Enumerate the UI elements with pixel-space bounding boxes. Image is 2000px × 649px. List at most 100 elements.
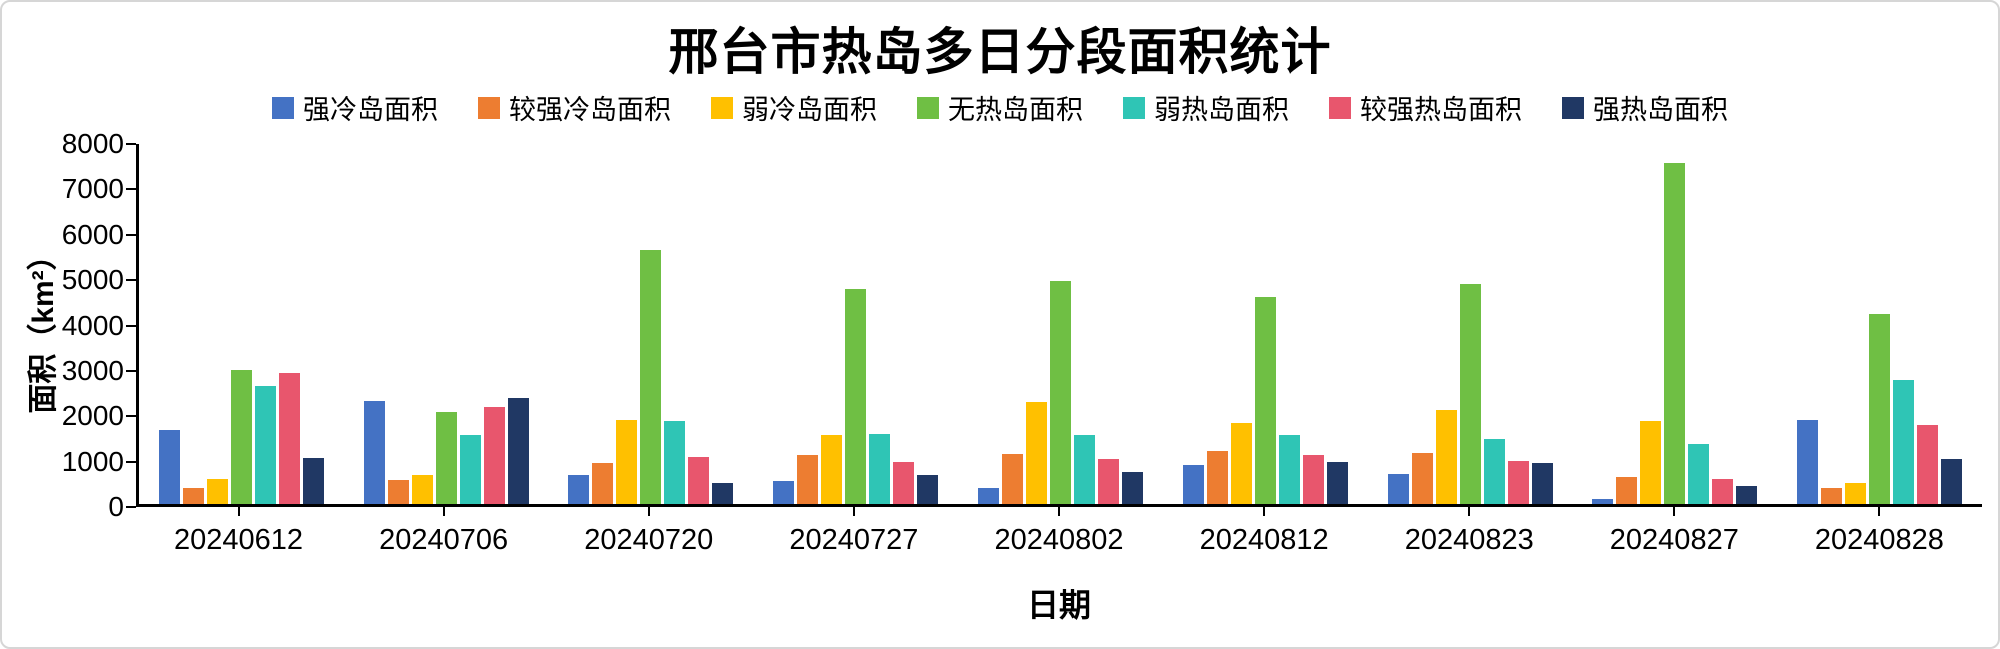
bar-group-20240812 (1163, 144, 1368, 504)
bar (302, 457, 324, 504)
legend-label: 弱冷岛面积 (742, 95, 877, 125)
bar (1230, 422, 1252, 504)
bar (158, 429, 180, 504)
x-tick-mark (442, 507, 445, 516)
bar (459, 434, 481, 504)
y-tick-mark (126, 415, 136, 418)
y-tick-label: 7000 (61, 173, 124, 205)
bar (1941, 459, 1963, 504)
bar (1122, 471, 1144, 504)
bar (1640, 420, 1662, 504)
bar (1688, 443, 1710, 504)
bar (1387, 473, 1409, 504)
x-tick-mark (1878, 507, 1881, 516)
bar (1797, 420, 1819, 504)
y-tick-label: 0 (108, 491, 124, 522)
bar (1507, 461, 1529, 504)
y-tick-label: 6000 (61, 218, 124, 250)
x-tick-label: 20240720 (584, 524, 714, 556)
bar (664, 421, 686, 504)
bar (917, 474, 939, 504)
bar (1074, 434, 1096, 504)
bar-group-20240612 (139, 144, 344, 504)
chart-title: 邢台市热岛多日分段面积统计 (668, 24, 1332, 80)
bar (387, 480, 409, 504)
bar (1736, 486, 1758, 504)
bar (797, 455, 819, 504)
y-tick-mark (126, 506, 136, 508)
bar (1592, 498, 1614, 504)
bar-group-20240720 (549, 144, 754, 504)
x-tick-label: 20240727 (789, 524, 919, 556)
bar (1821, 488, 1843, 504)
bar (1050, 281, 1072, 504)
legend-item: 强冷岛面积 (272, 88, 438, 127)
legend-item: 弱冷岛面积 (711, 88, 877, 127)
bar (1254, 297, 1276, 504)
legend-swatch (272, 96, 294, 119)
x-tick-label: 20240802 (994, 524, 1124, 556)
bar (435, 411, 457, 504)
x-tick-label: 20240812 (1199, 524, 1329, 556)
bar (1459, 283, 1481, 504)
y-axis-title: 面积（km²） (27, 240, 60, 414)
y-tick-mark (126, 279, 136, 282)
legend-item: 较强热岛面积 (1329, 88, 1522, 127)
bar (845, 288, 867, 504)
legend-item: 弱热岛面积 (1123, 88, 1289, 127)
bar (1182, 465, 1204, 504)
bar (1278, 434, 1300, 504)
legend-swatch (711, 96, 733, 119)
bar (411, 474, 433, 504)
bar (978, 487, 1000, 504)
bar (592, 462, 614, 504)
bar-group-20240802 (958, 144, 1163, 504)
bar (1893, 379, 1915, 504)
bar (1712, 479, 1734, 504)
y-tick-mark (126, 369, 136, 372)
x-tick-mark (1673, 507, 1676, 516)
bar (363, 401, 385, 504)
plot-area (136, 144, 1982, 507)
bar (1002, 454, 1024, 504)
y-tick-label: 5000 (61, 264, 124, 296)
bar (869, 434, 891, 504)
x-tick-label: 20240612 (174, 524, 304, 556)
x-axis-title: 日期 (1026, 587, 1091, 623)
y-tick-mark (126, 143, 136, 145)
bar (568, 474, 590, 504)
x-tick-mark (1058, 507, 1060, 516)
bar (712, 482, 734, 504)
bar (206, 479, 228, 504)
legend-item: 无热岛面积 (917, 88, 1083, 127)
y-tick-label: 2000 (61, 400, 124, 432)
legend-label: 强热岛面积 (1593, 95, 1728, 125)
bar (1326, 462, 1348, 504)
legend-swatch (1329, 96, 1351, 119)
bar (1531, 463, 1553, 504)
bar (1616, 477, 1638, 504)
bar (1302, 455, 1324, 504)
x-tick-mark (237, 507, 240, 516)
bar (1664, 163, 1686, 504)
bar (893, 461, 915, 504)
plot-area-wrap: 0 1000 2000 3000 4000 5000 6000 7000 8000 (62, 130, 1982, 521)
bar-group-20240706 (344, 144, 549, 504)
bar (616, 419, 638, 504)
legend-label: 强冷岛面积 (303, 95, 438, 125)
bar (1026, 402, 1048, 504)
y-tick-mark (126, 324, 136, 327)
legend-label: 较强冷岛面积 (509, 95, 671, 125)
bar (1098, 459, 1120, 504)
bar (640, 250, 662, 504)
x-tick-label: 20240823 (1404, 524, 1534, 556)
bar (821, 435, 843, 504)
bar (507, 397, 529, 504)
legend-item: 强热岛面积 (1562, 88, 1728, 127)
y-tick-label: 1000 (61, 445, 124, 477)
bar-group-20240727 (753, 144, 958, 504)
legend-label: 弱热岛面积 (1154, 95, 1289, 125)
legend-label: 无热岛面积 (948, 95, 1083, 125)
bar (1206, 451, 1228, 504)
